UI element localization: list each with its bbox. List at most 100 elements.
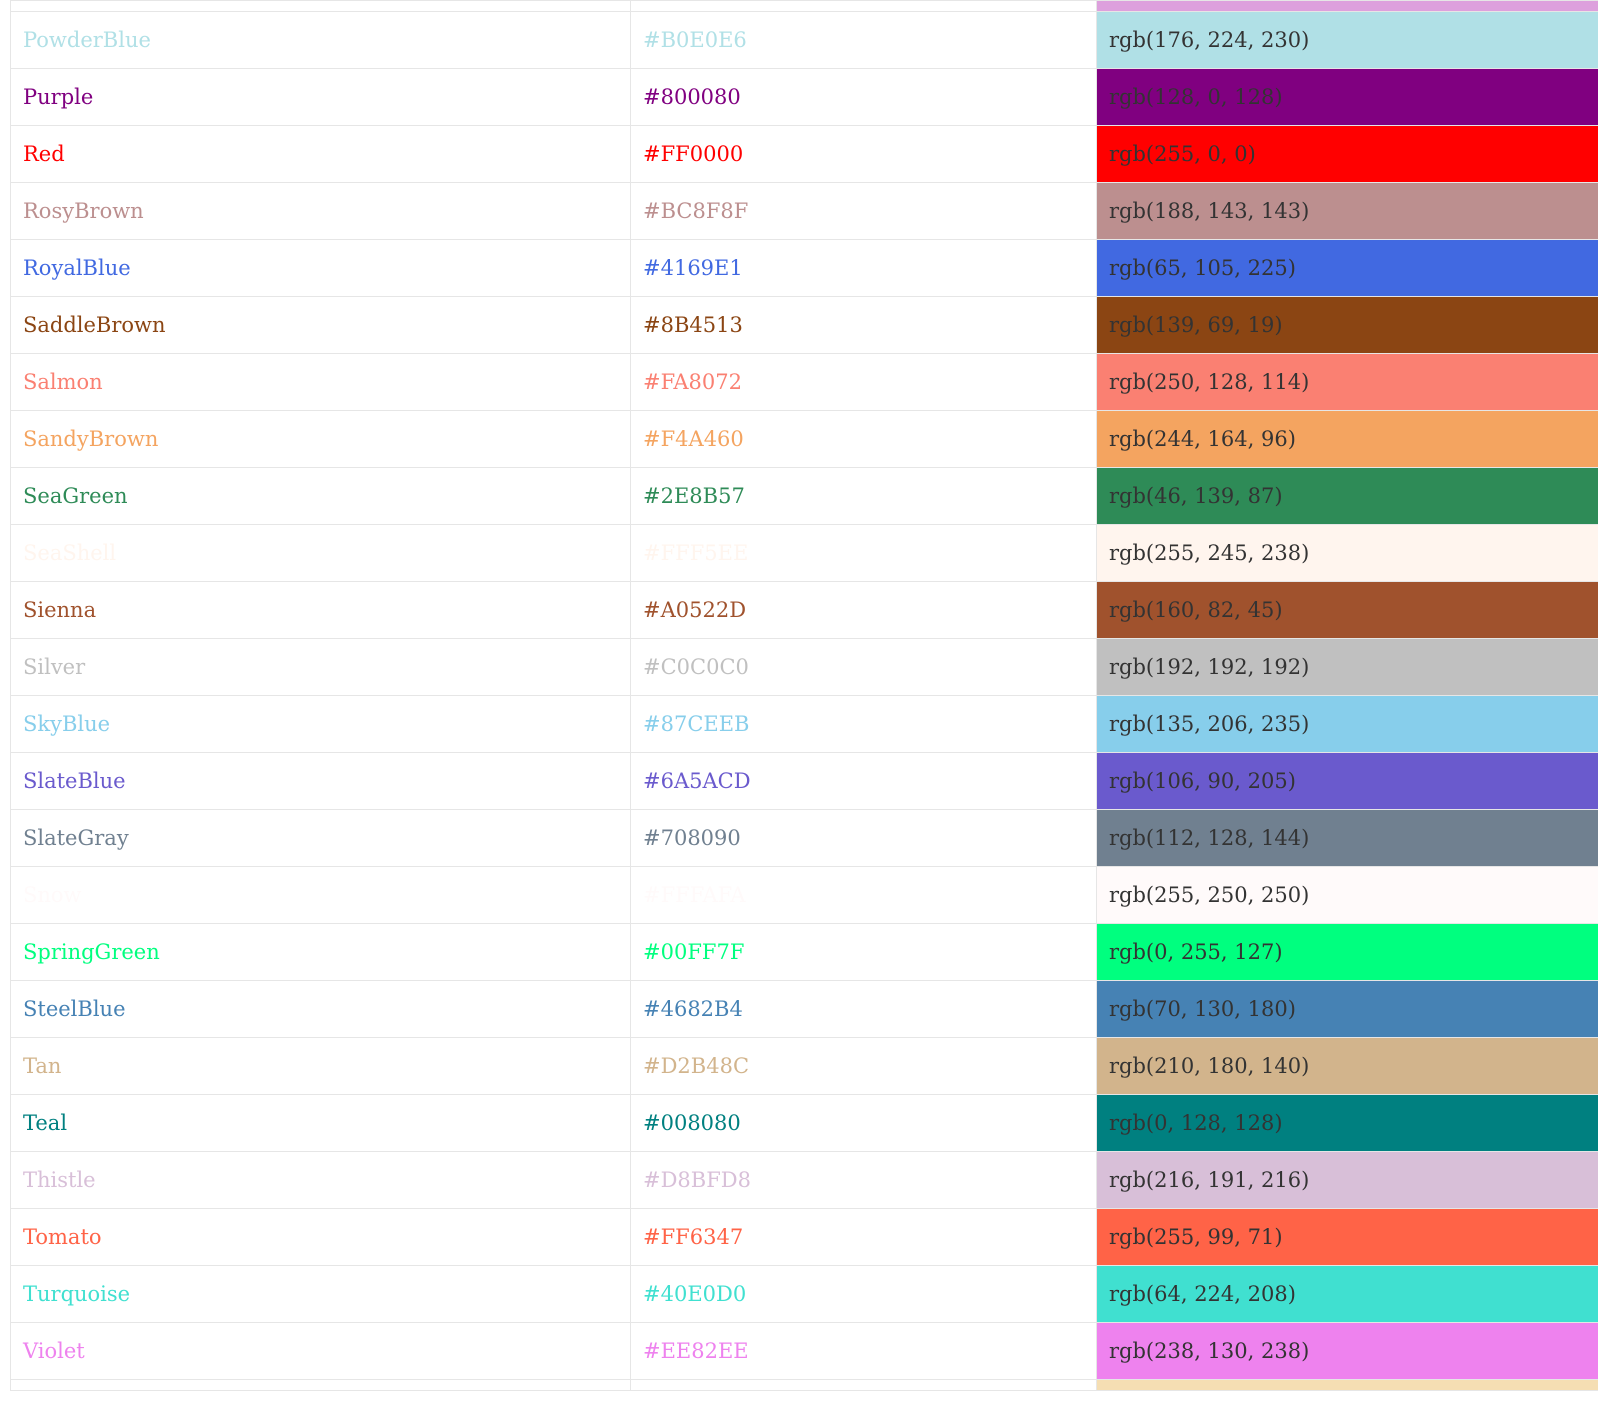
- color-swatch-cell: [1096, 0, 1598, 12]
- table-row: Silver #C0C0C0 rgb(192, 192, 192): [10, 638, 1598, 696]
- color-hex-cell: #FF6347: [630, 1208, 1097, 1266]
- table-row: Sienna #A0522D rgb(160, 82, 45): [10, 581, 1598, 639]
- color-rgb-swatch-cell: rgb(0, 255, 127): [1096, 923, 1598, 981]
- color-hex-cell: #BC8F8F: [630, 182, 1097, 240]
- table-row: RoyalBlue #4169E1 rgb(65, 105, 225): [10, 239, 1598, 297]
- table-row: SteelBlue #4682B4 rgb(70, 130, 180): [10, 980, 1598, 1038]
- table-row: Tan #D2B48C rgb(210, 180, 140): [10, 1037, 1598, 1095]
- color-rgb-swatch-cell: rgb(188, 143, 143): [1096, 182, 1598, 240]
- name-cell: [10, 1379, 631, 1391]
- color-rgb-swatch-cell: rgb(244, 164, 96): [1096, 410, 1598, 468]
- color-name-cell: PowderBlue: [10, 11, 631, 69]
- color-hex-cell: #708090: [630, 809, 1097, 867]
- color-hex-cell: #4682B4: [630, 980, 1097, 1038]
- color-name-cell: Purple: [10, 68, 631, 126]
- color-name-cell: Tan: [10, 1037, 631, 1095]
- color-name-cell: Tomato: [10, 1208, 631, 1266]
- color-hex-cell: #FA8072: [630, 353, 1097, 411]
- hex-cell: [630, 0, 1097, 12]
- color-rgb-swatch-cell: rgb(216, 191, 216): [1096, 1151, 1598, 1209]
- color-rgb-swatch-cell: rgb(238, 130, 238): [1096, 1322, 1598, 1380]
- color-hex-cell: #A0522D: [630, 581, 1097, 639]
- color-name-cell: Silver: [10, 638, 631, 696]
- color-hex-cell: #800080: [630, 68, 1097, 126]
- color-name-cell: SlateGray: [10, 809, 631, 867]
- color-rgb-swatch-cell: rgb(0, 128, 128): [1096, 1094, 1598, 1152]
- color-hex-cell: #40E0D0: [630, 1265, 1097, 1323]
- color-table-body: PowderBlue #B0E0E6 rgb(176, 224, 230) Purpl…: [10, 0, 1598, 1391]
- color-rgb-swatch-cell: rgb(255, 99, 71): [1096, 1208, 1598, 1266]
- color-hex-cell: #87CEEB: [630, 695, 1097, 753]
- color-name-cell: SpringGreen: [10, 923, 631, 981]
- color-hex-cell: #008080: [630, 1094, 1097, 1152]
- color-rgb-swatch-cell: rgb(255, 245, 238): [1096, 524, 1598, 582]
- table-row: SlateGray #708090 rgb(112, 128, 144): [10, 809, 1598, 867]
- color-name-cell: SandyBrown: [10, 410, 631, 468]
- table-row: SpringGreen #00FF7F rgb(0, 255, 127): [10, 923, 1598, 981]
- color-hex-cell: #FFFAFA: [630, 866, 1097, 924]
- table-row: Thistle #D8BFD8 rgb(216, 191, 216): [10, 1151, 1598, 1209]
- table-row: Violet #EE82EE rgb(238, 130, 238): [10, 1322, 1598, 1380]
- color-rgb-swatch-cell: rgb(250, 128, 114): [1096, 353, 1598, 411]
- color-hex-cell: #4169E1: [630, 239, 1097, 297]
- color-name-cell: SaddleBrown: [10, 296, 631, 354]
- color-table: PowderBlue #B0E0E6 rgb(176, 224, 230) Purpl…: [10, 0, 1598, 1391]
- table-row: RosyBrown #BC8F8F rgb(188, 143, 143): [10, 182, 1598, 240]
- table-row: Snow #FFFAFA rgb(255, 250, 250): [10, 866, 1598, 924]
- table-row: Purple #800080 rgb(128, 0, 128): [10, 68, 1598, 126]
- color-swatch-cell: [1096, 1379, 1598, 1391]
- color-table-container: PowderBlue #B0E0E6 rgb(176, 224, 230) Purpl…: [10, 0, 1598, 1408]
- table-row: Salmon #FA8072 rgb(250, 128, 114): [10, 353, 1598, 411]
- color-rgb-swatch-cell: rgb(70, 130, 180): [1096, 980, 1598, 1038]
- color-name-cell: Turquoise: [10, 1265, 631, 1323]
- color-name-cell: RosyBrown: [10, 182, 631, 240]
- color-name-cell: Red: [10, 125, 631, 183]
- table-row: SkyBlue #87CEEB rgb(135, 206, 235): [10, 695, 1598, 753]
- color-hex-cell: #8B4513: [630, 296, 1097, 354]
- color-hex-cell: #F4A460: [630, 410, 1097, 468]
- color-rgb-swatch-cell: rgb(160, 82, 45): [1096, 581, 1598, 639]
- color-rgb-swatch-cell: rgb(176, 224, 230): [1096, 11, 1598, 69]
- color-hex-cell: #6A5ACD: [630, 752, 1097, 810]
- table-row: PowderBlue #B0E0E6 rgb(176, 224, 230): [10, 11, 1598, 69]
- table-row: Red #FF0000 rgb(255, 0, 0): [10, 125, 1598, 183]
- color-hex-cell: #00FF7F: [630, 923, 1097, 981]
- color-hex-cell: #D8BFD8: [630, 1151, 1097, 1209]
- hex-cell: [630, 1379, 1097, 1391]
- color-name-cell: Thistle: [10, 1151, 631, 1209]
- color-name-cell: Snow: [10, 866, 631, 924]
- table-row-partial-top: [10, 0, 1598, 12]
- color-name-cell: SlateBlue: [10, 752, 631, 810]
- table-row: SlateBlue #6A5ACD rgb(106, 90, 205): [10, 752, 1598, 810]
- color-hex-cell: #D2B48C: [630, 1037, 1097, 1095]
- color-rgb-swatch-cell: rgb(64, 224, 208): [1096, 1265, 1598, 1323]
- color-rgb-swatch-cell: rgb(106, 90, 205): [1096, 752, 1598, 810]
- color-name-cell: Violet: [10, 1322, 631, 1380]
- color-hex-cell: #C0C0C0: [630, 638, 1097, 696]
- color-name-cell: SkyBlue: [10, 695, 631, 753]
- table-row: Turquoise #40E0D0 rgb(64, 224, 208): [10, 1265, 1598, 1323]
- color-name-cell: SeaShell: [10, 524, 631, 582]
- color-name-cell: RoyalBlue: [10, 239, 631, 297]
- color-rgb-swatch-cell: rgb(192, 192, 192): [1096, 638, 1598, 696]
- table-row: SaddleBrown #8B4513 rgb(139, 69, 19): [10, 296, 1598, 354]
- color-rgb-swatch-cell: rgb(65, 105, 225): [1096, 239, 1598, 297]
- color-rgb-swatch-cell: rgb(46, 139, 87): [1096, 467, 1598, 525]
- color-hex-cell: #FFF5EE: [630, 524, 1097, 582]
- color-hex-cell: #B0E0E6: [630, 11, 1097, 69]
- color-rgb-swatch-cell: rgb(112, 128, 144): [1096, 809, 1598, 867]
- color-name-cell: SeaGreen: [10, 467, 631, 525]
- color-rgb-swatch-cell: rgb(139, 69, 19): [1096, 296, 1598, 354]
- color-hex-cell: #EE82EE: [630, 1322, 1097, 1380]
- color-hex-cell: #2E8B57: [630, 467, 1097, 525]
- color-rgb-swatch-cell: rgb(128, 0, 128): [1096, 68, 1598, 126]
- table-row: SeaShell #FFF5EE rgb(255, 245, 238): [10, 524, 1598, 582]
- name-cell: [10, 0, 631, 12]
- color-name-cell: SteelBlue: [10, 980, 631, 1038]
- color-rgb-swatch-cell: rgb(135, 206, 235): [1096, 695, 1598, 753]
- color-rgb-swatch-cell: rgb(255, 0, 0): [1096, 125, 1598, 183]
- table-row: Teal #008080 rgb(0, 128, 128): [10, 1094, 1598, 1152]
- table-row: SandyBrown #F4A460 rgb(244, 164, 96): [10, 410, 1598, 468]
- color-rgb-swatch-cell: rgb(255, 250, 250): [1096, 866, 1598, 924]
- color-rgb-swatch-cell: rgb(210, 180, 140): [1096, 1037, 1598, 1095]
